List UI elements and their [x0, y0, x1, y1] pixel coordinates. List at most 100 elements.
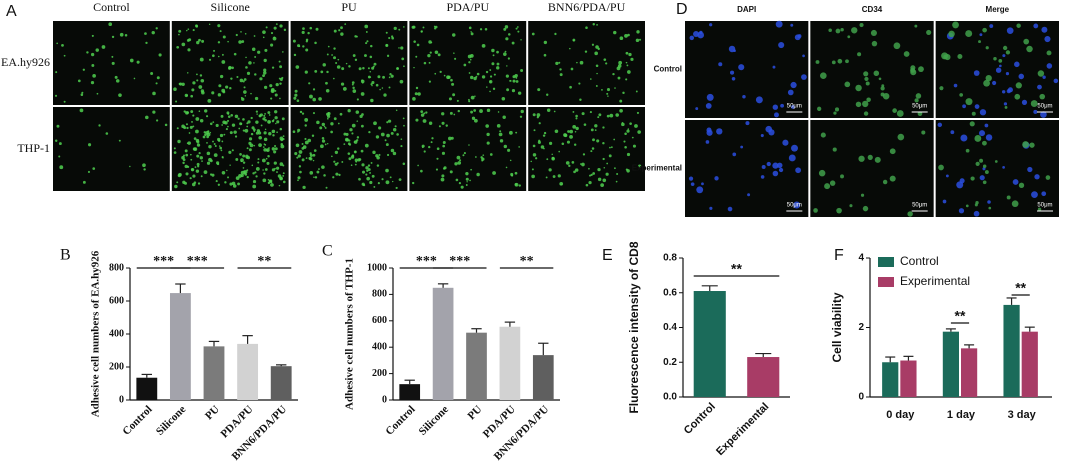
cell-dot — [606, 92, 609, 95]
cell-dot — [191, 88, 195, 92]
cell-dot — [423, 150, 426, 153]
bar — [942, 331, 959, 397]
cell-dot — [204, 109, 208, 113]
cell-dot — [246, 147, 249, 150]
cell-dot — [413, 66, 415, 69]
column-header: DAPI — [737, 5, 756, 14]
cell-dot — [240, 170, 245, 175]
cell-dot — [324, 127, 327, 129]
cell-dot — [441, 112, 445, 116]
cell-dot — [182, 158, 186, 162]
cell-dot — [188, 132, 191, 134]
cell-dot — [618, 60, 623, 65]
cell-dot — [575, 114, 578, 118]
cell-dot — [58, 155, 61, 158]
cell-dot — [212, 121, 215, 123]
cell-dot — [254, 73, 257, 76]
cell-dot — [156, 76, 160, 80]
cell-dot — [225, 128, 228, 131]
cell-dot — [855, 101, 862, 108]
cell-dot — [129, 165, 131, 168]
cell-dot — [428, 40, 432, 44]
cell-dot — [558, 61, 561, 64]
cell-dot — [871, 40, 878, 47]
cell-dot — [231, 149, 234, 152]
cell-dot — [897, 133, 905, 141]
cell-dot — [516, 26, 519, 28]
cell-dot — [965, 204, 969, 208]
scale-bar-label: 50μm — [1037, 104, 1052, 110]
x-tick-label: PU — [203, 403, 222, 422]
cell-dot — [351, 81, 355, 84]
cell-dot — [855, 84, 862, 92]
cell-dot — [87, 170, 91, 174]
legend-swatch — [878, 277, 894, 287]
bar — [466, 332, 487, 400]
cell-dot — [847, 35, 851, 39]
cell-dot — [597, 177, 602, 182]
cell-dot — [1027, 166, 1033, 173]
cell-dot — [489, 75, 493, 78]
cell-dot — [294, 152, 298, 156]
cell-dot — [334, 150, 339, 155]
cell-dot — [338, 29, 341, 32]
cell-dot — [227, 40, 229, 43]
cell-dot — [626, 152, 631, 157]
cell-dot — [914, 24, 918, 28]
cell-dot — [304, 124, 307, 127]
column-header: PU — [341, 0, 357, 14]
cell-dot — [259, 113, 264, 117]
cell-dot — [196, 154, 200, 158]
cell-dot — [273, 150, 277, 154]
cell-dot — [262, 117, 266, 121]
cell-dot — [747, 193, 751, 197]
cell-dot — [624, 145, 627, 149]
cell-dot — [373, 185, 376, 188]
cell-dot — [638, 164, 642, 168]
cell-dot — [297, 176, 301, 180]
cell-dot — [217, 183, 221, 186]
cell-dot — [377, 182, 380, 185]
cell-dot — [56, 124, 60, 128]
cell-dot — [557, 174, 561, 178]
cell-dot — [340, 32, 344, 36]
x-tick-label: PU — [466, 403, 485, 422]
cell-dot — [192, 81, 196, 85]
cell-dot — [791, 144, 798, 152]
y-tick-label: 2 — [858, 322, 864, 333]
cell-dot — [361, 113, 364, 116]
cell-dot — [388, 76, 391, 79]
panel-label: F — [834, 247, 844, 264]
panel-label: E — [602, 247, 613, 264]
cell-dot — [279, 136, 284, 141]
cell-dot — [422, 26, 425, 29]
column-header: PDA/PU — [446, 0, 489, 14]
cell-dot — [958, 208, 965, 214]
cell-dot — [701, 182, 704, 186]
cell-dot — [105, 132, 109, 135]
cell-dot — [320, 70, 324, 74]
cell-dot — [262, 169, 264, 171]
cell-dot — [594, 51, 598, 56]
cell-dot — [915, 93, 922, 99]
cell-dot — [358, 67, 362, 71]
cell-dot — [176, 127, 179, 130]
cell-dot — [624, 132, 627, 136]
cell-dot — [982, 140, 987, 146]
cell-dot — [174, 184, 178, 189]
cell-dot — [189, 177, 192, 180]
cell-dot — [321, 139, 326, 143]
cell-dot — [295, 143, 300, 148]
cell-dot — [538, 122, 541, 125]
cell-dot — [982, 167, 986, 171]
column-header: BNN6/PDA/PU — [548, 0, 626, 14]
cell-dot — [365, 166, 369, 170]
cell-dot — [352, 86, 355, 90]
significance-label: *** — [416, 254, 437, 269]
cell-dot — [252, 184, 257, 189]
cell-dot — [91, 34, 94, 37]
cell-dot — [273, 36, 276, 39]
cell-dot — [201, 160, 203, 162]
y-tick-label: 0.2 — [663, 357, 677, 368]
cell-dot — [413, 40, 416, 43]
